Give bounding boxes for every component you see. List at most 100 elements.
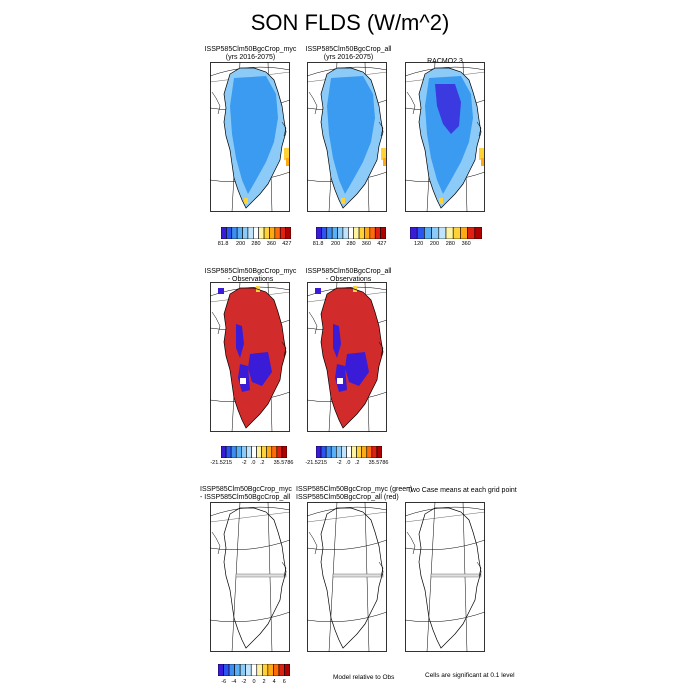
map-panel-r3c2 (307, 502, 387, 652)
colorbar-cell (281, 446, 287, 458)
field-interior (327, 76, 375, 194)
coastline-island (308, 91, 318, 115)
map-r2c1 (210, 282, 290, 432)
map-panel-r1c1 (210, 62, 290, 212)
legend-bar-r2c1 (221, 446, 287, 458)
colorbar-cell (380, 227, 386, 239)
transect-line (430, 573, 482, 578)
tick-label: 35.5786 (273, 460, 294, 466)
tick-label: 280 (445, 241, 455, 247)
field-tip-highlight (439, 198, 443, 204)
map-panel-r2c1 (210, 282, 290, 432)
coastline-detail (281, 561, 287, 577)
colorbar-cell (246, 446, 252, 458)
tick-label: 0 (252, 679, 256, 685)
field-coast-highlight (284, 148, 289, 160)
colorbar-cell (460, 227, 468, 239)
tick-label: -2 (241, 679, 247, 685)
difference-negative-cell (218, 288, 224, 294)
colorbar-cell (341, 446, 347, 458)
colorbar-cell (235, 446, 242, 458)
colorbar-cell (225, 446, 232, 458)
colorbar-cell (256, 664, 263, 676)
tick-label: 6 (282, 679, 286, 685)
difference-neutral-cell (240, 378, 246, 384)
colorbar-cell (376, 446, 382, 458)
colorbar-cell (364, 227, 371, 239)
map-r3c2 (307, 502, 387, 652)
colorbar-cell (374, 227, 381, 239)
coastline-detail (378, 561, 384, 577)
latitude-line (405, 506, 485, 517)
tick-label: 81.8 (217, 241, 229, 247)
coastline (223, 67, 287, 209)
latitude-line (210, 66, 290, 77)
colorbar-cell (445, 227, 454, 239)
colorbar-cell (316, 227, 322, 239)
latitude-line (210, 506, 290, 517)
tick-label: 360 (266, 241, 276, 247)
field-coast-highlight (381, 148, 386, 160)
legend-bar-r1c3 (410, 227, 482, 239)
colorbar-cell (230, 446, 237, 458)
tick-label: 427 (377, 241, 387, 247)
map-panel-r1c3 (405, 62, 485, 212)
colorbar-cell (234, 664, 241, 676)
legend-bar-r1c1 (221, 227, 291, 239)
colorbar-cell (266, 446, 273, 458)
graticule-line (405, 511, 485, 523)
colorbar-cell (239, 664, 246, 676)
note-significance: Cells are significant at 0.1 level (425, 672, 515, 679)
tick-label: 200 (236, 241, 246, 247)
colorbar-cell (221, 227, 227, 239)
field-coast-highlight (479, 148, 484, 160)
tick-label: 200 (331, 241, 341, 247)
tick-label: .0 (345, 460, 351, 466)
colorbar-cell (353, 227, 360, 239)
map-panel-r2c2 (307, 282, 387, 432)
colorbar-cell (263, 227, 270, 239)
map-r3c1 (210, 502, 290, 652)
colorbar-cell (262, 664, 269, 676)
colorbar-cell (316, 446, 322, 458)
field-core (435, 84, 461, 134)
colorbar-cell (348, 227, 354, 239)
colorbar-cell (358, 227, 365, 239)
difference-negative-area (248, 352, 272, 386)
panel-label-r2c1: ISSP585Clm50BgcCrop_myc - Observations (204, 268, 297, 283)
colorbar-cell (223, 664, 230, 676)
field-coast-highlight (481, 158, 484, 166)
colorbar-cell (274, 227, 281, 239)
difference-negative-area (236, 324, 244, 358)
latitude-line (405, 611, 485, 623)
colorbar-cell (279, 227, 286, 239)
coastline-island (211, 311, 221, 335)
map-r1c2 (307, 62, 387, 212)
latitude-line (210, 539, 290, 551)
colorbar-cell (361, 446, 368, 458)
colorbar-cell (351, 446, 357, 458)
colorbar-cell (410, 227, 418, 239)
colorbar-cell (228, 664, 235, 676)
tick-label: 2 (262, 679, 266, 685)
graticule-line (210, 511, 290, 523)
coastline-detail (281, 341, 287, 357)
legend-bar-r2c2 (316, 446, 382, 458)
colorbar-cell (258, 227, 265, 239)
transect-line (235, 573, 287, 578)
panel-label-r3c3: Two Case means at each grid point (407, 487, 517, 494)
colorbar-cell (424, 227, 432, 239)
map-r2c2 (307, 282, 387, 432)
map-r1c3 (405, 62, 485, 212)
colorbar-cell (320, 446, 327, 458)
colorbar-cell (285, 227, 291, 239)
coastline-detail (378, 121, 384, 137)
coastline-island (308, 531, 318, 555)
coastline (223, 287, 287, 429)
colorbar-cell (438, 227, 447, 239)
map-r1c1 (210, 62, 290, 212)
colorbar-cell (273, 664, 280, 676)
map-r3c3 (405, 502, 485, 652)
tick-label: 427 (282, 241, 292, 247)
colorbar-cell (218, 664, 224, 676)
